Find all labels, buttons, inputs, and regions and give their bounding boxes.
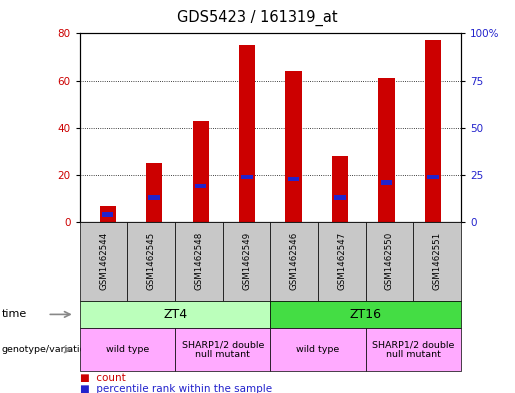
Bar — [148, 195, 160, 200]
Text: GSM1462548: GSM1462548 — [195, 232, 203, 290]
Text: GDS5423 / 161319_at: GDS5423 / 161319_at — [177, 10, 338, 26]
Text: ZT16: ZT16 — [350, 308, 382, 321]
Text: time: time — [2, 309, 27, 320]
Text: ■  count: ■ count — [80, 373, 126, 383]
Bar — [379, 78, 394, 222]
Bar — [288, 176, 299, 181]
Bar — [193, 121, 209, 222]
Bar — [332, 156, 348, 222]
Text: wild type: wild type — [106, 345, 149, 354]
Text: GSM1462546: GSM1462546 — [290, 232, 299, 290]
Text: SHARP1/2 double
null mutant: SHARP1/2 double null mutant — [372, 340, 454, 360]
Bar — [334, 195, 346, 200]
Text: genotype/variation: genotype/variation — [2, 345, 92, 354]
Text: GSM1462547: GSM1462547 — [337, 232, 346, 290]
Bar — [242, 174, 253, 179]
Bar — [195, 184, 207, 188]
Bar — [99, 206, 116, 222]
Bar — [427, 174, 439, 179]
Text: ZT4: ZT4 — [163, 308, 187, 321]
Text: GSM1462545: GSM1462545 — [147, 232, 156, 290]
Text: GSM1462550: GSM1462550 — [385, 232, 394, 290]
Bar — [381, 180, 392, 185]
Text: GSM1462549: GSM1462549 — [242, 232, 251, 290]
Text: wild type: wild type — [297, 345, 339, 354]
Bar — [102, 212, 113, 217]
Text: GSM1462551: GSM1462551 — [433, 232, 441, 290]
Text: ■  percentile rank within the sample: ■ percentile rank within the sample — [80, 384, 272, 393]
Bar — [239, 45, 255, 222]
Bar — [146, 163, 162, 222]
Text: GSM1462544: GSM1462544 — [99, 232, 108, 290]
Bar — [425, 40, 441, 222]
Bar — [285, 71, 302, 222]
Text: SHARP1/2 double
null mutant: SHARP1/2 double null mutant — [182, 340, 264, 360]
